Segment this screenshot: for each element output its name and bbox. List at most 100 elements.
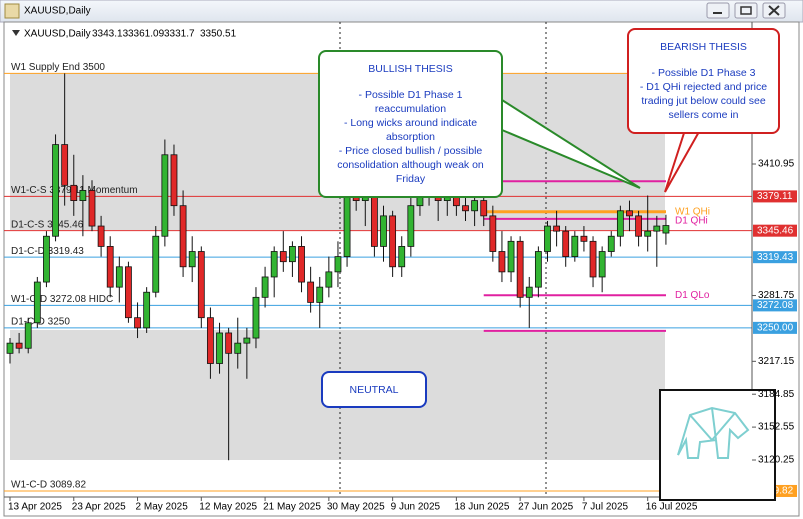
candle-body: [88, 190, 96, 227]
candle-body: [480, 200, 488, 217]
candle-body: [243, 337, 251, 344]
candle-body: [507, 240, 515, 273]
candle-body: [489, 215, 497, 252]
candle-body: [635, 215, 642, 237]
note-line: - Possible D1 Phase 1 reaccumulation: [358, 89, 463, 115]
candle-body: [589, 240, 597, 278]
note-title: NEUTRAL: [349, 384, 399, 396]
candle-body: [225, 332, 233, 354]
level-text: W1-C-D 3089.82: [11, 480, 86, 491]
candle-body: [398, 246, 406, 268]
note-line: - Price closed bullish / possible consol…: [337, 145, 484, 185]
candle-body: [143, 291, 151, 329]
symbol-marker: [12, 30, 20, 36]
level-tag: W1 QHi: [675, 206, 710, 217]
header-open: 3343.13: [92, 29, 129, 40]
candle-body: [179, 205, 187, 268]
candle-body: [598, 251, 606, 278]
candle-body: [644, 230, 652, 237]
x-tick-label: 16 Jul 2025: [646, 502, 698, 513]
candle-body: [662, 225, 670, 234]
price-label-box: [753, 251, 797, 264]
candle-body: [15, 342, 23, 349]
candle-body: [653, 225, 661, 232]
candle-body: [380, 215, 387, 247]
price-label-box: [753, 299, 797, 312]
candle-body: [61, 144, 69, 186]
candle-body: [43, 235, 50, 283]
title-bar: [0, 0, 803, 23]
bear-logo: [677, 406, 750, 459]
y-tick-label: 3184.85: [758, 389, 795, 400]
candle-body: [553, 225, 560, 232]
candle-body: [607, 235, 615, 252]
note-line: - Long wicks around indicate absorption: [343, 117, 478, 143]
header-high: 3361.09: [128, 29, 165, 40]
icon: [740, 6, 752, 15]
y-tick-label: 3120.25: [758, 455, 795, 466]
candle-body: [307, 281, 315, 303]
level-text: W1 Supply End 3500: [11, 62, 105, 73]
candle-body: [544, 225, 551, 252]
candle-body: [325, 271, 333, 288]
x-tick-label: 13 Apr 2025: [8, 502, 62, 513]
price-label-box: [753, 321, 797, 334]
note-line: - D1 QHi rejected and price trading jut …: [639, 81, 768, 121]
window-buttons[interactable]: [706, 2, 786, 19]
bearish-note: BEARISH THESIS - Possible D1 Phase 3 - D1 …: [627, 28, 780, 134]
candle-body: [252, 296, 260, 339]
header-low: 3331.7: [164, 29, 195, 40]
note-title: BEARISH THESIS: [660, 41, 747, 53]
icon: [768, 5, 780, 16]
candle-body: [534, 251, 542, 288]
level-text: W1-C-D 3272.08 HIDC: [11, 294, 113, 305]
candle-body: [188, 251, 196, 268]
candle-body: [462, 205, 469, 212]
price-label-box: [753, 224, 797, 237]
candle-body: [97, 225, 105, 247]
candle-body: [234, 342, 242, 354]
candle-body: [616, 210, 624, 237]
candle-body: [407, 205, 415, 247]
x-tick-label: 23 Apr 2025: [72, 502, 126, 513]
y-tick-label: 3281.75: [758, 290, 795, 301]
x-tick-label: 12 May 2025: [199, 502, 257, 513]
candle-body: [170, 154, 178, 207]
minimize-button[interactable]: [706, 2, 730, 19]
candle-body: [197, 251, 205, 319]
level-tag: D1 QLo: [675, 290, 710, 301]
window-title: XAUUSD,Daily: [24, 6, 91, 17]
candle-body: [298, 246, 305, 283]
candle-body: [389, 215, 397, 268]
y-tick-label: 3217.15: [758, 356, 795, 367]
candle-body: [562, 230, 570, 257]
price-label: 3250.00: [757, 323, 794, 334]
candle-body: [6, 342, 14, 354]
price-label: 3319.43: [757, 252, 794, 263]
note-line: - Possible D1 Phase 3: [651, 67, 756, 79]
x-tick-label: 2 May 2025: [136, 502, 189, 513]
level-tag: D1 QHi: [675, 216, 708, 227]
x-tick-label: 30 May 2025: [327, 502, 385, 513]
candle-body: [516, 240, 524, 298]
candle-body: [571, 235, 579, 257]
candle-body: [125, 266, 132, 319]
candle-body: [261, 276, 269, 298]
candle-body: [52, 144, 59, 237]
price-label: 3379.11: [757, 191, 793, 202]
candle-body: [216, 332, 223, 364]
y-tick-label: 3152.55: [758, 422, 795, 433]
header-close: 3350.51: [200, 29, 237, 40]
candle-body: [471, 200, 479, 212]
maximize-button[interactable]: [734, 2, 758, 19]
price-label-box: [753, 190, 797, 203]
neutral-note: NEUTRAL: [321, 371, 427, 408]
candle-body: [279, 251, 287, 263]
candle-body: [580, 235, 588, 242]
candle-body: [525, 286, 533, 298]
candle-body: [498, 251, 506, 273]
candle-body: [33, 281, 41, 324]
x-tick-label: 18 Jun 2025: [454, 502, 509, 513]
bullish-note: BULLISH THESIS - Possible D1 Phase 1 reac…: [318, 50, 503, 198]
